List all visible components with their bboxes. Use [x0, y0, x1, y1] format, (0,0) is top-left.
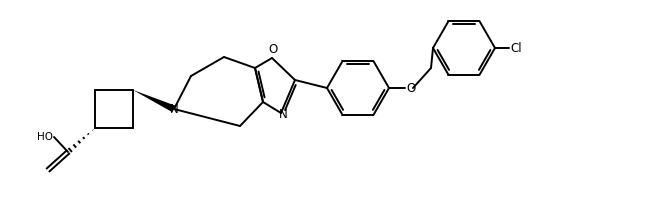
Polygon shape	[133, 90, 176, 112]
Text: N: N	[170, 103, 178, 116]
Text: O: O	[406, 82, 415, 95]
Text: O: O	[268, 43, 278, 56]
Text: N: N	[279, 108, 287, 121]
Text: Cl: Cl	[510, 42, 522, 55]
Text: HO: HO	[37, 132, 53, 142]
